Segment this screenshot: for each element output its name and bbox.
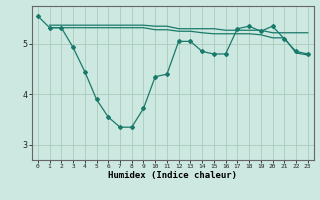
X-axis label: Humidex (Indice chaleur): Humidex (Indice chaleur): [108, 171, 237, 180]
